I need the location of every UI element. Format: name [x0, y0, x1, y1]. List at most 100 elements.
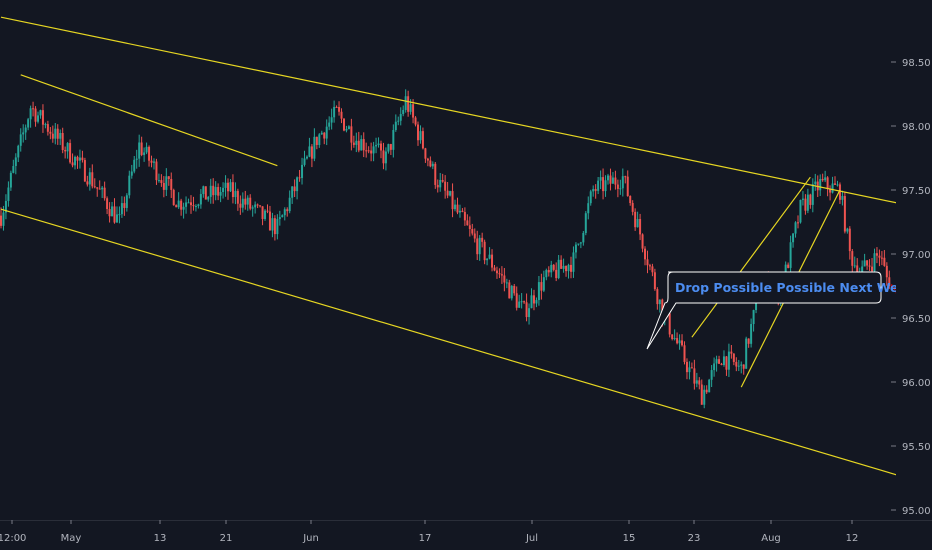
candle-body [520, 301, 523, 303]
candle-body [268, 211, 271, 231]
candle [271, 212, 274, 238]
candle-body [439, 179, 442, 188]
candle-body [569, 264, 572, 272]
candle [836, 180, 839, 187]
candle [379, 140, 382, 159]
candle-body [644, 248, 647, 260]
candle [520, 293, 523, 309]
candle-body [848, 228, 851, 252]
candle-body [367, 150, 370, 152]
candle [44, 122, 47, 129]
candle-body [792, 233, 795, 243]
candle-body [32, 108, 35, 110]
candle [367, 146, 370, 154]
candle [676, 332, 679, 345]
candle-body [880, 257, 883, 259]
candle-body [705, 389, 708, 393]
candle [202, 185, 205, 198]
candle [340, 108, 343, 124]
candle-body [185, 202, 188, 207]
trendline-channel-upper [0, 16, 932, 211]
price-tick-label: 96.00 [902, 378, 931, 389]
candle-body [19, 134, 22, 146]
candle-body [51, 133, 54, 139]
candle [797, 215, 800, 229]
candle [365, 142, 368, 158]
candle-body [320, 132, 323, 135]
candle [483, 239, 486, 265]
candle [143, 147, 146, 162]
candle-body [66, 143, 69, 152]
candle [646, 250, 649, 274]
candle [834, 176, 837, 185]
candle [792, 232, 795, 248]
candle [730, 345, 733, 359]
candle [283, 207, 286, 221]
candle [431, 161, 434, 170]
candle-body [688, 367, 691, 373]
time-tick-label: Aug [761, 533, 781, 544]
candle [318, 133, 321, 148]
candle [111, 201, 114, 217]
candle-body [360, 139, 363, 151]
candle [399, 107, 402, 126]
candle-body [27, 119, 30, 128]
candle [446, 181, 449, 199]
candle-body [29, 108, 32, 120]
candle-body [227, 182, 230, 192]
candle-body [752, 310, 755, 325]
time-tick-label: 12 [846, 533, 859, 544]
candle-body [394, 121, 397, 131]
candle [46, 120, 49, 136]
candle-body [204, 186, 207, 200]
candle-body [619, 188, 622, 190]
price-axis: 98.50 98.00 97.50 97.00 96.50 96.00 95.50 95.00 [891, 0, 932, 520]
candle [303, 150, 306, 167]
candle-body [17, 145, 20, 158]
candle [829, 185, 832, 201]
candle [510, 284, 513, 301]
candle [653, 268, 656, 291]
candle-body [491, 254, 494, 268]
candle-body [510, 285, 513, 299]
candle [530, 288, 533, 309]
candle [133, 156, 136, 174]
candle [574, 242, 577, 259]
trendline-flag-upper [691, 176, 811, 338]
candle-body [286, 209, 289, 212]
candle [251, 205, 254, 217]
candle-body [261, 206, 264, 219]
candle-body [325, 126, 328, 139]
candle [466, 214, 469, 226]
candle-body [631, 203, 634, 212]
candle [249, 194, 252, 211]
candle-body [528, 308, 531, 318]
candle [444, 175, 447, 199]
candle [651, 263, 654, 277]
candle [592, 185, 595, 197]
candle-body [421, 131, 424, 149]
candle [471, 223, 474, 236]
candle [152, 158, 155, 170]
candle [508, 279, 511, 299]
candle-body [160, 180, 163, 184]
candle-body [429, 160, 432, 167]
candle-body [579, 242, 582, 244]
candle-body [293, 186, 296, 192]
candle [310, 144, 313, 168]
candle-body [384, 151, 387, 164]
candle [698, 377, 701, 390]
candle [397, 116, 400, 126]
candle [713, 357, 716, 377]
candle [851, 249, 854, 274]
candle [224, 175, 227, 197]
time-tick-label: 23 [688, 533, 701, 544]
candle [204, 186, 207, 200]
candle-body [863, 260, 866, 267]
candle [801, 191, 804, 206]
candle [140, 136, 143, 157]
candle-body [101, 187, 104, 190]
annotation-callout[interactable]: Drop Possible Possible Next Week [646, 271, 916, 350]
candle-body [278, 217, 281, 220]
